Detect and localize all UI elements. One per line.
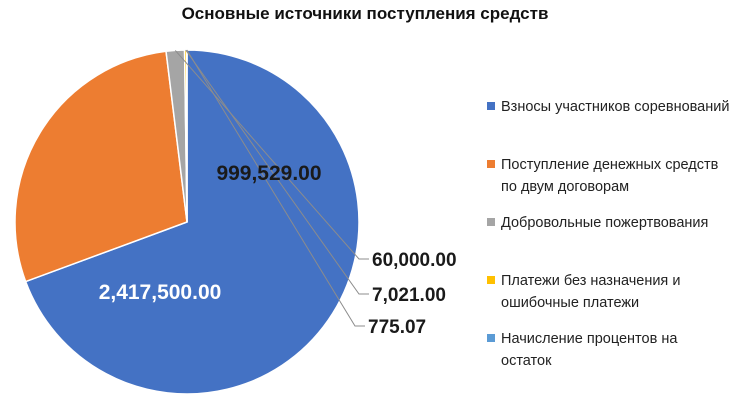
legend: Взносы участников соревнований Поступлени…: [487, 96, 730, 386]
pie-slice-2: [14, 50, 188, 283]
pie-slice-1: [24, 49, 360, 395]
legend-swatch: [487, 218, 495, 226]
legend-swatch: [487, 334, 495, 342]
legend-swatch: [487, 160, 495, 168]
legend-item-5: Начисление процентов на остаток: [487, 328, 730, 386]
legend-swatch: [487, 276, 495, 284]
legend-label: Взносы участников соревнований: [501, 99, 730, 115]
leader-line-5: [186, 49, 365, 327]
legend-label: Добровольные пожертвования: [501, 215, 709, 231]
legend-label: Начисление процентов на остаток: [501, 331, 678, 369]
chart-title: Основные источники поступления средств: [181, 4, 549, 23]
legend-label: Платежи без назначения и ошибочные плате…: [501, 273, 681, 311]
leader-line-4: [185, 49, 369, 295]
legend-item-4: Платежи без назначения и ошибочные плате…: [487, 270, 730, 328]
leader-line-3: [174, 50, 369, 260]
legend-label: Поступление денежных средств по двум дог…: [501, 157, 719, 195]
data-label-3: 60,000.00: [372, 250, 457, 271]
legend-item-3: Добровольные пожертвования: [487, 212, 730, 270]
legend-swatch: [487, 102, 495, 110]
data-label-1: 2,417,500.00: [99, 281, 222, 304]
data-label-2: 999,529.00: [216, 162, 321, 185]
data-label-5: 775.07: [368, 317, 426, 338]
legend-item-2: Поступление денежных средств по двум дог…: [487, 154, 730, 212]
leader-lines: [174, 49, 369, 327]
legend-item-1: Взносы участников соревнований: [487, 96, 730, 154]
data-label-4: 7,021.00: [372, 285, 446, 306]
data-labels: 2,417,500.00 999,529.00 60,000.00 7,021.00 7…: [99, 162, 457, 338]
